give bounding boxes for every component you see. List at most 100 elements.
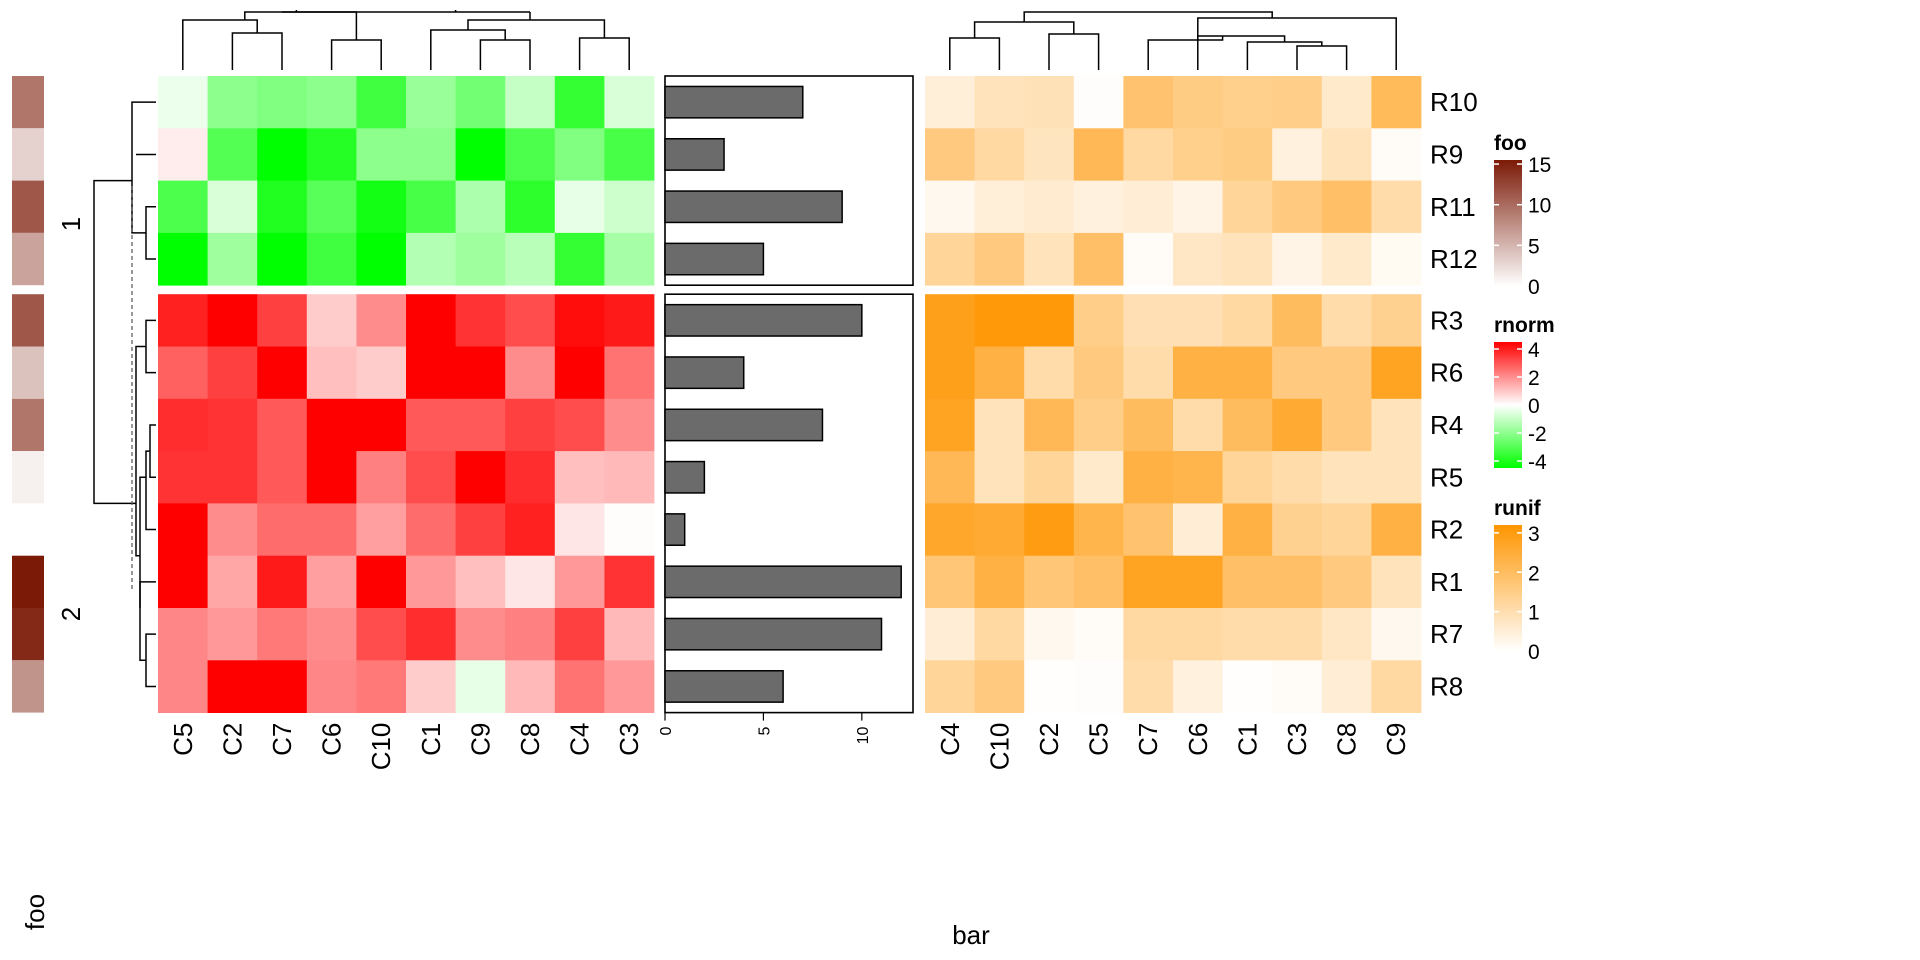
heatmap-cell (554, 660, 605, 713)
legend-runif: runif 0 1 2 3 (1494, 497, 1542, 664)
heatmap-cell (306, 555, 357, 609)
legend-tick-label: 0 (1528, 641, 1540, 664)
heatmap-rnorm (158, 76, 655, 713)
heatmap-cell (974, 555, 1025, 609)
row-label: R12 (1430, 244, 1478, 274)
column-label: C1 (416, 723, 446, 756)
heatmap-cell (505, 660, 556, 713)
heatmap-cell (1024, 660, 1075, 713)
heatmap-cell (1073, 232, 1124, 286)
heatmap-cell (925, 451, 975, 504)
annotation-cell (12, 294, 44, 347)
heatmap-cell (1173, 232, 1223, 286)
legend-tick-label: -2 (1528, 423, 1547, 446)
heatmap-cell (1123, 128, 1174, 181)
heatmap-cell (1272, 180, 1323, 234)
heatmap-cell (356, 398, 407, 452)
heatmap-cell (257, 180, 308, 234)
heatmap-cell (455, 294, 506, 347)
row-label: R7 (1430, 619, 1463, 649)
dendrogram-branch (949, 37, 1001, 70)
heatmap-cell (1073, 451, 1124, 504)
heatmap-cell (925, 555, 975, 609)
row-label: R8 (1430, 671, 1463, 701)
heatmap-cell (604, 398, 655, 452)
bar (664, 356, 745, 390)
heatmap-cell (1222, 180, 1273, 234)
barplot-bar: 0 5 10 (658, 75, 914, 744)
heatmap-cell (306, 660, 357, 713)
row-label: R10 (1430, 87, 1478, 117)
heatmap-cell (1321, 232, 1372, 286)
heatmap-cell (356, 128, 407, 181)
dendrogram-branch (139, 476, 146, 608)
column-label: C10 (366, 723, 396, 771)
heatmap-cell (1073, 294, 1124, 347)
heatmap-cell (1024, 503, 1075, 557)
heatmap-cell (604, 346, 655, 400)
bar-axis-tick-label: 10 (855, 726, 872, 744)
heatmap-cell (356, 232, 407, 286)
dendrogram-branch (1197, 17, 1397, 70)
legend-tick-label: 2 (1528, 562, 1540, 585)
heatmap-cell (505, 180, 556, 234)
bar (664, 138, 725, 171)
heatmap-cell (505, 294, 556, 347)
dendrogram-branch (1147, 36, 1224, 70)
dendrogram-branch (282, 10, 531, 20)
heatmap-cell (925, 398, 975, 452)
heatmap-cell (1222, 451, 1273, 504)
heatmap-cell (925, 608, 975, 661)
heatmap-cell (1272, 128, 1323, 181)
heatmap-cell (257, 608, 308, 661)
column-dendrogram-rnorm (182, 10, 630, 70)
heatmap-cell (604, 294, 655, 347)
column-label: C5 (1084, 723, 1114, 756)
column-labels: C5 C2 C7 C6 C10 C1 C9 C8 C4 C3 C4 C10 C2 C5 C7 C6 C1 C3 C8… (168, 723, 1411, 771)
heatmap-cell (1024, 76, 1075, 129)
column-label: C5 (168, 723, 198, 756)
heatmap-cell (406, 180, 456, 234)
heatmap-cell (158, 232, 208, 286)
heatmap-cell (505, 76, 556, 129)
heatmap-cell (554, 451, 605, 504)
dendrogram-branch (182, 19, 258, 70)
dendrogram-branch (139, 581, 156, 662)
heatmap-cell (356, 660, 407, 713)
heatmap-cell (158, 660, 208, 713)
heatmap-cell (1272, 232, 1323, 286)
annotation-cell (12, 608, 44, 661)
heatmap-cell (306, 398, 357, 452)
heatmap-cell (604, 555, 655, 609)
slice-label-1: 1 (56, 217, 86, 231)
heatmap-cell (554, 555, 605, 609)
legend-tick-label: 10 (1528, 195, 1551, 218)
heatmap-cell (1371, 555, 1422, 609)
heatmap-cell (1321, 76, 1372, 129)
heatmap-cell (207, 128, 258, 181)
heatmap-cell (306, 451, 357, 504)
heatmap-cell (974, 503, 1025, 557)
heatmap-cell (1272, 76, 1323, 129)
heatmap-cell (974, 180, 1025, 234)
heatmap-cell (1024, 294, 1075, 347)
annotation-cell (12, 555, 44, 608)
heatmap-cell (925, 660, 975, 713)
annotation-cell (12, 76, 44, 129)
heatmap-cell (554, 294, 605, 347)
heatmap-cell (505, 503, 556, 557)
heatmap-cell (406, 294, 456, 347)
heatmap-cell (1321, 180, 1372, 234)
heatmap-cell (1371, 180, 1422, 234)
dendrogram-branch (430, 29, 506, 70)
heatmap-cell (1073, 346, 1124, 400)
bar (664, 85, 804, 119)
heatmap-cell (1123, 180, 1174, 234)
bar (664, 460, 706, 494)
heatmap-cell (257, 294, 308, 347)
heatmap-cell (1073, 180, 1124, 234)
heatmap-cell (1173, 294, 1223, 347)
legend-title: rnorm (1494, 314, 1555, 337)
heatmap-cell (406, 503, 456, 557)
heatmap-cell (1123, 232, 1174, 286)
